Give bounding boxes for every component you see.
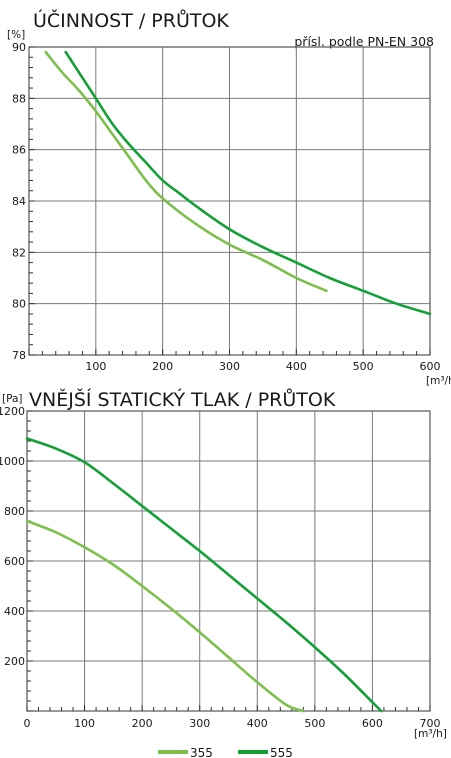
legend: 355 555 <box>158 746 293 758</box>
pressure-x-tick-label: 200 <box>132 717 153 730</box>
efficiency-chart-title: ÚČINNOST / PRŮTOK <box>33 8 229 32</box>
pressure-chart-title: VNĚJŠÍ STATICKÝ TLAK / PRŮTOK <box>29 387 336 411</box>
legend-label-555: 555 <box>270 746 293 758</box>
efficiency-y-tick-label: 88 <box>12 92 26 105</box>
efficiency-x-tick-label: 100 <box>85 360 106 373</box>
pressure-y-unit: [Pa] <box>2 393 23 405</box>
pressure-chart: VNĚJŠÍ STATICKÝ TLAK / PRŮTOK [Pa] [m³/h… <box>0 387 447 740</box>
pressure-x-tick-label: 700 <box>420 717 441 730</box>
pressure-x-tick-label: 300 <box>189 717 210 730</box>
pressure-y-tick-label: 800 <box>4 505 25 518</box>
efficiency-x-tick-label: 300 <box>219 360 240 373</box>
pressure-y-tick-label: 1000 <box>0 455 25 468</box>
pressure-y-tick-label: 200 <box>4 655 25 668</box>
pressure-x-tick-label: 400 <box>247 717 268 730</box>
pressure-y-tick-label: 600 <box>4 555 25 568</box>
efficiency-y-unit: [%] <box>7 29 25 41</box>
efficiency-x-unit: [m³/h] <box>426 375 451 387</box>
efficiency-tick-labels: 100 200 300 400 500 600 78 80 82 84 86 88 90 <box>12 41 441 373</box>
pressure-series <box>25 437 383 713</box>
pressure-tick-labels: 0 100 200 300 400 500 600 700 200 400 600 800 1000 12… <box>0 405 441 730</box>
efficiency-y-tick-label: 86 <box>12 144 26 157</box>
pressure-y-tick-label: 1200 <box>0 405 25 418</box>
pressure-y-tick-label: 400 <box>4 605 25 618</box>
pressure-x-tick-label: 600 <box>362 717 383 730</box>
efficiency-y-tick-label: 84 <box>12 195 26 208</box>
pressure-x-tick-label: 100 <box>74 717 95 730</box>
efficiency-x-tick-label: 500 <box>353 360 374 373</box>
pressure-x-unit: [m³/h] <box>414 728 447 740</box>
efficiency-series <box>44 50 432 316</box>
efficiency-y-tick-label: 80 <box>12 298 26 311</box>
efficiency-grid <box>28 46 431 356</box>
legend-label-355: 355 <box>190 746 213 758</box>
efficiency-y-tick-label: 90 <box>12 41 26 54</box>
pressure-grid <box>26 410 431 712</box>
efficiency-x-tick-label: 400 <box>286 360 307 373</box>
pressure-x-tick-label: 500 <box>304 717 325 730</box>
efficiency-chart-subtitle: přísl. podle PN-EN 308 <box>294 34 434 49</box>
efficiency-series-355 <box>44 50 328 293</box>
efficiency-x-tick-label: 600 <box>420 360 441 373</box>
pressure-series-355 <box>25 519 305 713</box>
pressure-series-555 <box>25 437 383 713</box>
efficiency-series-555 <box>64 50 432 316</box>
pressure-x-tick-label: 0 <box>24 717 31 730</box>
efficiency-x-tick-label: 200 <box>152 360 173 373</box>
efficiency-chart: ÚČINNOST / PRŮTOK přísl. podle PN-EN 308… <box>7 8 451 387</box>
efficiency-y-tick-label: 82 <box>12 246 26 259</box>
efficiency-y-tick-label: 78 <box>12 349 26 362</box>
